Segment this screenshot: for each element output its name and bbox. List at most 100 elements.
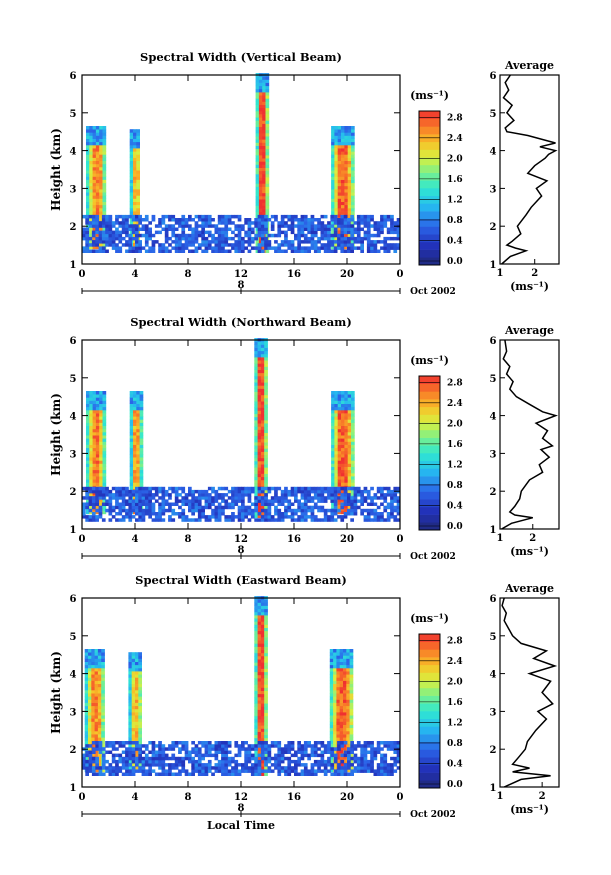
profile-x-label: (ms⁻¹): [510, 280, 549, 293]
heatmap-cell: [265, 148, 270, 153]
heatmap-cell: [171, 214, 176, 219]
heatmap-cell: [128, 249, 133, 253]
heatmap-cell: [101, 683, 105, 688]
heatmap-cell: [247, 759, 252, 764]
heatmap-cell: [85, 246, 89, 250]
heatmap-cell: [247, 499, 252, 503]
heatmap-cell: [257, 353, 262, 358]
heatmap-cell: [138, 655, 142, 659]
heatmap-cell: [92, 472, 97, 477]
heatmap-cell: [194, 227, 199, 231]
heatmap-cell: [333, 718, 337, 722]
heatmap-cell: [97, 693, 102, 697]
heatmap-cell: [373, 227, 378, 231]
heatmap-cell: [313, 218, 318, 222]
heatmap-cell: [91, 518, 96, 522]
heatmap-cell: [386, 218, 391, 222]
heatmap-cell: [274, 489, 278, 494]
heatmap-cell: [300, 227, 305, 231]
colorbar-segment: [419, 141, 440, 150]
heatmap-cell: [333, 508, 338, 513]
heatmap-cell: [370, 496, 374, 500]
heatmap-cell: [260, 413, 265, 418]
heatmap-cell: [197, 214, 202, 219]
heatmap-cell: [133, 141, 137, 146]
heatmap-cell: [128, 756, 133, 761]
heatmap-cell: [255, 136, 260, 140]
heatmap-cell: [347, 394, 352, 398]
heatmap-cell: [92, 444, 97, 449]
heatmap-cell: [129, 138, 134, 143]
heatmap-cell: [351, 220, 355, 224]
profile-x-label: (ms⁻¹): [510, 545, 549, 558]
heatmap-cell: [329, 649, 334, 653]
heatmap-cell: [290, 214, 295, 219]
heatmap-cell: [92, 400, 97, 404]
heatmap-cell: [343, 243, 348, 247]
heatmap-cell: [349, 718, 354, 722]
heatmap-cell: [178, 224, 182, 228]
heatmap-cell: [254, 643, 258, 647]
heatmap-cell: [343, 652, 347, 656]
heatmap-cell: [99, 157, 103, 161]
heatmap-cell: [102, 498, 107, 502]
heatmap-cell: [135, 661, 139, 666]
heatmap-cell: [327, 224, 331, 228]
heatmap-cell: [383, 493, 388, 497]
heatmap-cell: [260, 719, 265, 723]
heatmap-cell: [121, 243, 126, 247]
heatmap-cell: [138, 515, 142, 519]
heatmap-cell: [133, 485, 137, 489]
heatmap-cell: [337, 515, 341, 519]
heatmap-cell: [347, 419, 352, 423]
heatmap-cell: [237, 763, 242, 767]
heatmap-cell: [98, 233, 103, 238]
heatmap-cell: [297, 518, 301, 522]
heatmap-cell: [373, 512, 378, 516]
heatmap-cell: [94, 696, 99, 700]
heatmap-cell: [88, 664, 92, 669]
heatmap-cell: [307, 236, 311, 241]
heatmap-cell: [91, 730, 95, 735]
heatmap-cell: [351, 447, 355, 452]
heatmap-cell: [254, 747, 258, 751]
heatmap-cell: [197, 505, 202, 510]
heatmap-cell: [136, 167, 140, 171]
heatmap-cell: [129, 454, 134, 458]
heatmap-cell: [136, 157, 140, 161]
heatmap-cell: [105, 766, 109, 770]
heatmap-cell: [386, 493, 391, 497]
heatmap-cell: [257, 671, 262, 676]
heatmap-cell: [336, 749, 341, 754]
heatmap-cell: [257, 243, 262, 247]
heatmap-cell: [224, 243, 229, 247]
heatmap-cell: [366, 233, 371, 238]
heatmap-cell: [265, 151, 270, 156]
heatmap-cell: [329, 680, 334, 684]
heatmap-cell: [204, 240, 209, 244]
heatmap-cell: [337, 154, 342, 158]
heatmap-cell: [347, 192, 352, 196]
heatmap-cell: [260, 690, 265, 695]
heatmap-cell: [214, 496, 219, 500]
heatmap-cell: [262, 170, 266, 175]
heatmap-cell: [327, 227, 331, 231]
heatmap-cell: [258, 139, 263, 143]
heatmap-cell: [102, 192, 107, 196]
heatmap-cell: [329, 737, 334, 741]
heatmap-cell: [260, 451, 265, 455]
heatmap-cell: [257, 394, 262, 399]
heatmap-cell: [84, 734, 89, 738]
heatmap-cell: [366, 236, 371, 241]
heatmap-cell: [86, 472, 90, 477]
heatmap-cell: [347, 466, 352, 471]
heatmap-cell: [217, 508, 222, 513]
heatmap-cell: [353, 486, 358, 491]
heatmap-cell: [135, 518, 139, 522]
heatmap-cell: [85, 744, 89, 748]
heatmap-cell: [310, 246, 315, 250]
heatmap-cell: [139, 422, 144, 426]
heatmap-cell: [237, 508, 242, 513]
heatmap-cell: [264, 637, 268, 641]
heatmap-cell: [227, 756, 232, 761]
